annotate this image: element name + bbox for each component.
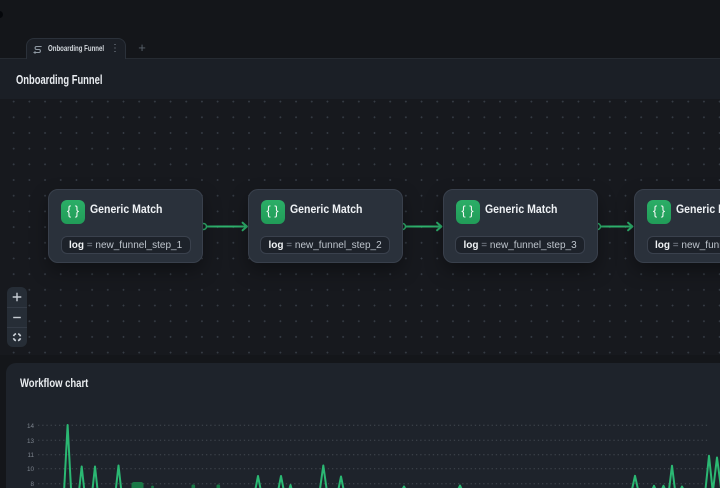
svg-text:11: 11 (27, 452, 34, 459)
svg-text:14: 14 (27, 423, 35, 430)
svg-text:10: 10 (27, 466, 35, 473)
svg-text:8: 8 (30, 481, 34, 488)
svg-text:13: 13 (27, 438, 35, 445)
